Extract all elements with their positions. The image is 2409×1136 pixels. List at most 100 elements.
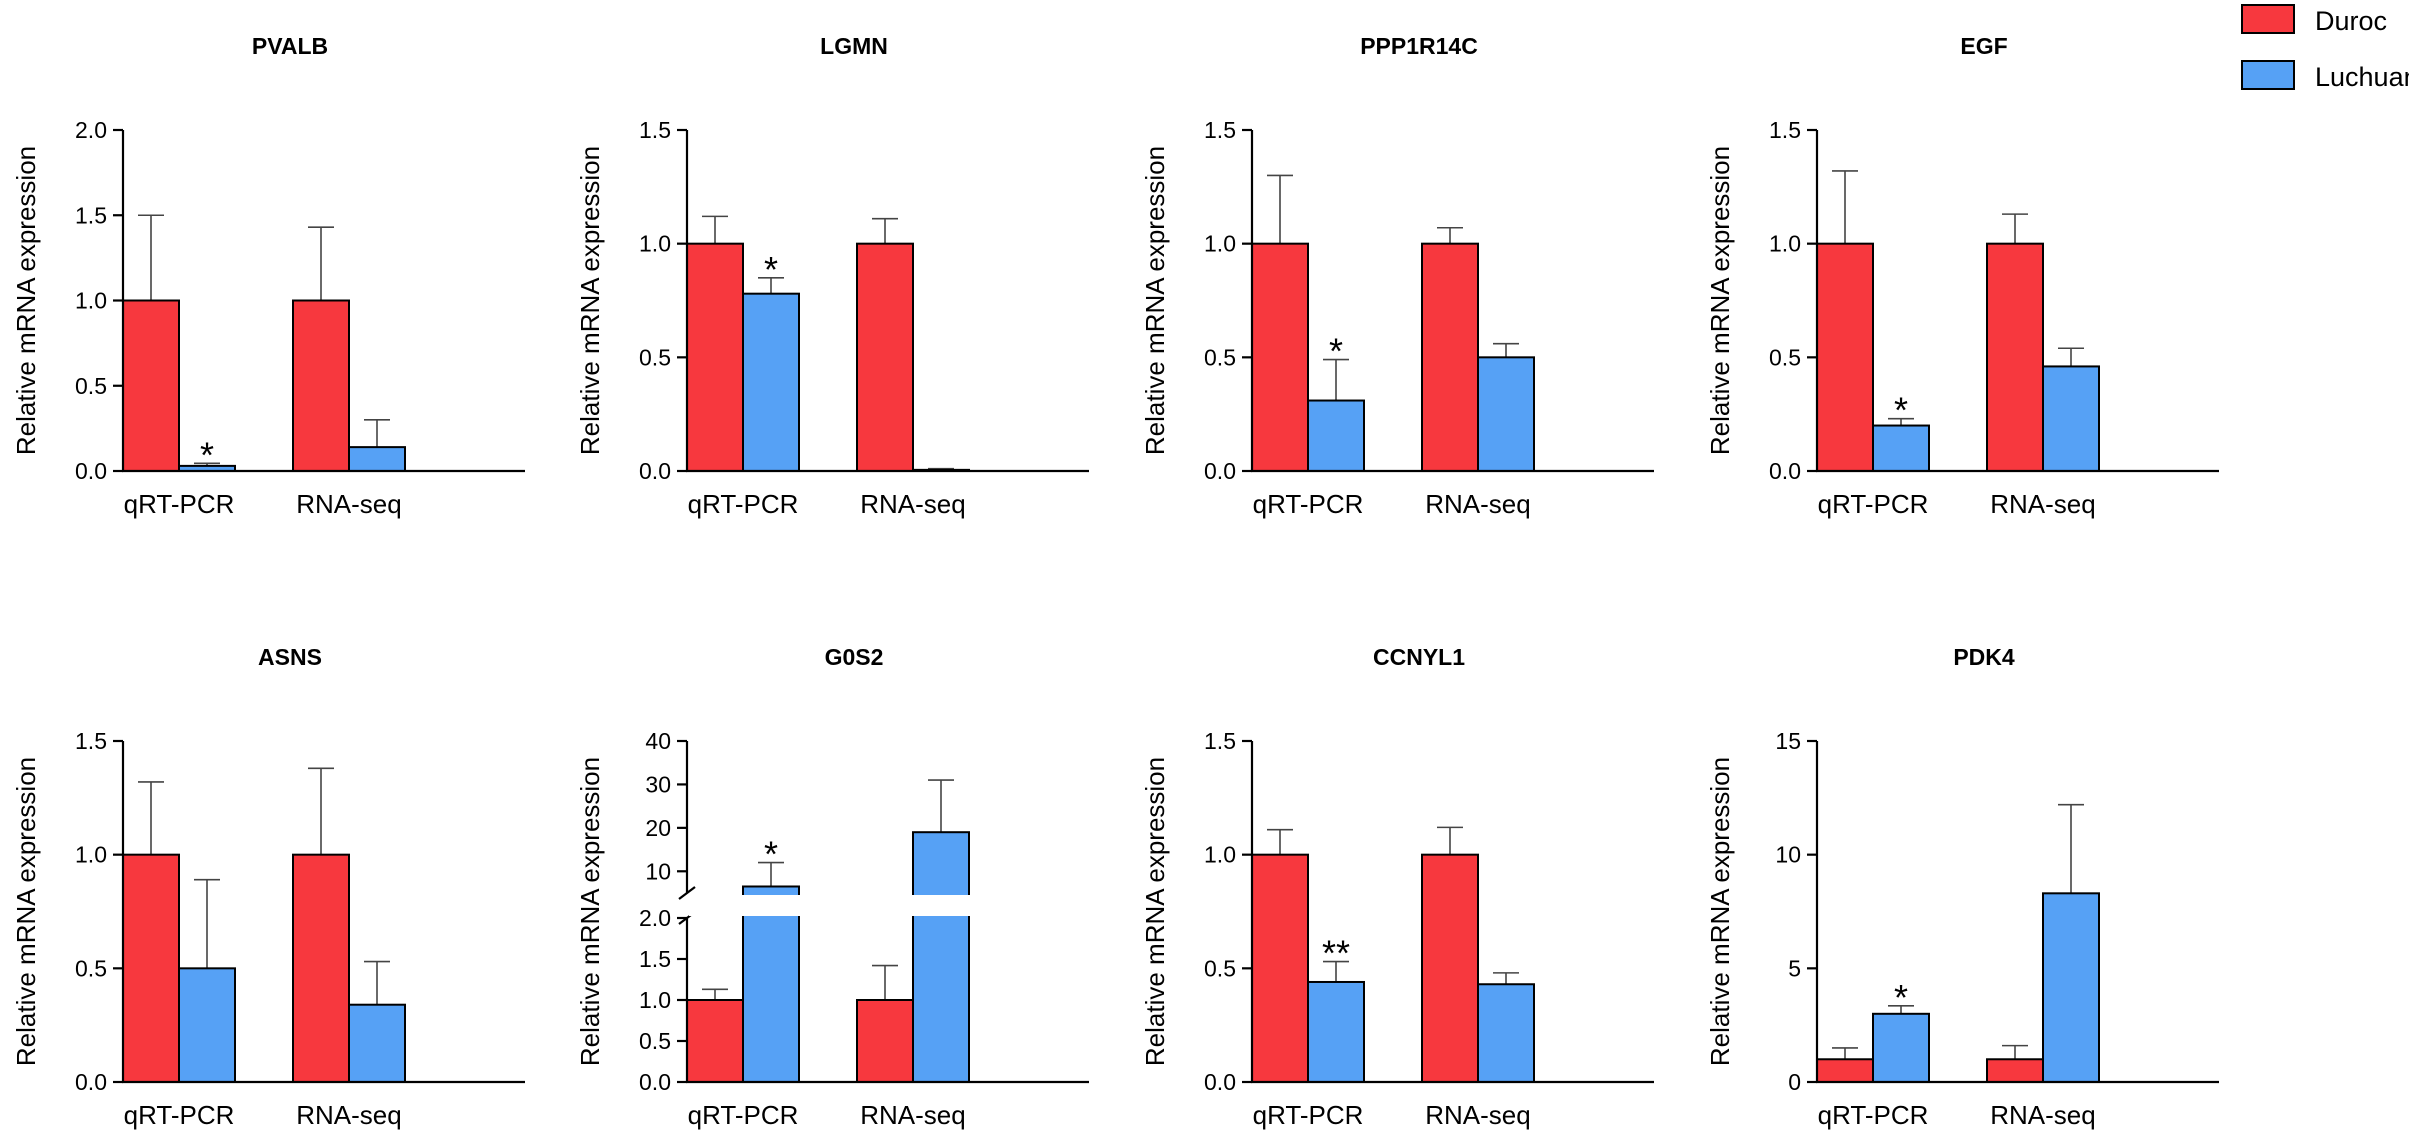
x-tick-label: RNA-seq [1425,489,1530,519]
y-tick-label: 20 [645,815,671,841]
x-tick-label: qRT-PCR [688,1100,799,1130]
y-tick-label: 15 [1775,728,1801,754]
bar-luchuan-qrt-pcr [742,292,800,472]
y-tick-label: 0.0 [1204,458,1236,484]
panel-egf: EGF Relative mRNA expression * qRT-PCR RNA-s… [1705,33,2219,519]
y-tick-label: 0.0 [639,1069,671,1095]
y-tick-label: 30 [645,771,671,797]
y-tick-label: 5 [1788,955,1801,981]
bar-duroc-rna-seq [1986,1058,2044,1084]
bar-luchuan-rna-seq [2042,365,2100,472]
x-tick-label: RNA-seq [1990,489,2095,519]
y-tick-label: 0 [1788,1069,1801,1095]
y-tick-label: 10 [1775,842,1801,868]
significance-marker: * [1894,390,1908,431]
y-tick-label: 0.5 [75,373,107,399]
panel-ppp1r14c: PPP1R14C Relative mRNA expression * qRT-PCR… [1140,33,1654,519]
y-tick-label: 0.0 [639,458,671,484]
y-tick-label: 1.0 [75,842,107,868]
bar-duroc-rna-seq [292,299,350,472]
panel-title: PDK4 [1953,644,2015,670]
x-tick-label: RNA-seq [296,1100,401,1130]
bar-luchuan-rna-seq [2042,892,2100,1084]
panel-title: LGMN [820,33,888,59]
significance-marker: * [764,249,778,290]
bar-luchuan-qrt-pcr [1307,980,1365,1083]
x-tick-label: RNA-seq [1425,1100,1530,1130]
y-tick-label: 0.5 [1204,344,1236,370]
y-tick-label: 40 [645,728,671,754]
panel-title: EGF [1960,33,2007,59]
y-tick-label: 2.0 [639,905,671,931]
x-tick-label: qRT-PCR [1818,1100,1929,1130]
y-tick-label: 1.0 [1769,231,1801,257]
bar-luchuan-qrt-pcr [178,967,236,1083]
significance-marker: * [764,834,778,875]
y-tick-label: 1.0 [639,987,671,1013]
bar-duroc-rna-seq [1986,242,2044,472]
x-tick-label: qRT-PCR [124,489,235,519]
bar-duroc-rna-seq [856,999,914,1083]
bar-luchuan-rna-seq [348,446,406,473]
panel-title: G0S2 [825,644,884,670]
y-tick-label: 1.5 [639,946,671,972]
panel-title: ASNS [258,644,322,670]
y-tick-label: 0.0 [1204,1069,1236,1095]
bar-duroc-qrt-pcr [122,299,180,472]
bar-luchuan-qrt-pcr [1872,424,1930,472]
panel-pdk4: PDK4 Relative mRNA expression * qRT-PCR RNA-… [1705,644,2219,1130]
panel-g0s2: G0S2 Relative mRNA expression * qRT-PCR RNA-… [575,644,1089,1130]
significance-marker: * [200,434,214,475]
bar-duroc-rna-seq [292,853,350,1084]
legend-label-luchuan: Luchuan [2315,62,2409,92]
y-tick-label: 1.0 [1204,842,1236,868]
y-tick-label: 0.5 [1204,955,1236,981]
y-tick-label: 2.0 [75,117,107,143]
legend: Duroc Luchuan [2241,4,2409,92]
y-tick-label: 1.5 [639,117,671,143]
x-tick-label: qRT-PCR [1818,489,1929,519]
y-tick-label: 0.5 [639,1028,671,1054]
x-tick-label: RNA-seq [860,489,965,519]
y-tick-label: 1.5 [75,728,107,754]
y-axis-label: Relative mRNA expression [575,146,605,455]
y-axis-label: Relative mRNA expression [11,757,41,1066]
legend-label-duroc: Duroc [2315,6,2387,36]
bar-duroc-qrt-pcr [1816,242,1874,472]
y-tick-label: 0.5 [1769,344,1801,370]
panel-ccnyl1: CCNYL1 Relative mRNA expression ** qRT-PCR R… [1140,644,1654,1130]
legend-swatch-luchuan [2241,60,2295,90]
y-tick-label: 1.0 [639,231,671,257]
significance-marker: ** [1322,933,1350,974]
y-axis-label: Relative mRNA expression [1705,757,1735,1066]
y-tick-label: 0.0 [75,458,107,484]
panel-title: PPP1R14C [1360,33,1478,59]
x-tick-label: RNA-seq [860,1100,965,1130]
bar-luchuan-qrt-pcr [742,885,800,1083]
bar-duroc-qrt-pcr [686,242,744,472]
y-tick-label: 1.5 [1769,117,1801,143]
panel-lgmn: LGMN Relative mRNA expression * qRT-PCR RNA-… [575,33,1089,519]
significance-marker: * [1894,977,1908,1018]
x-tick-label: qRT-PCR [1253,1100,1364,1130]
x-tick-label: qRT-PCR [124,1100,235,1130]
bar-luchuan-rna-seq [348,1003,406,1083]
x-tick-label: RNA-seq [1990,1100,2095,1130]
y-axis-label: Relative mRNA expression [11,146,41,455]
bar-duroc-rna-seq [1421,242,1479,472]
y-tick-label: 1.0 [1204,231,1236,257]
bar-luchuan-rna-seq [1477,983,1535,1083]
panel-title: PVALB [252,33,328,59]
bar-duroc-qrt-pcr [1816,1058,1874,1084]
panel-pvalb: PVALB Relative mRNA expression * qRT-PCR RNA… [11,33,525,519]
y-tick-label: 0.0 [1769,458,1801,484]
panel-asns: ASNS Relative mRNA expression qRT-PCR RNA-s… [11,644,525,1130]
y-tick-label: 1.0 [75,288,107,314]
bar-duroc-qrt-pcr [686,999,744,1083]
y-axis-label: Relative mRNA expression [575,757,605,1066]
x-tick-label: RNA-seq [296,489,401,519]
axis-break-gap [689,895,1087,916]
x-tick-label: qRT-PCR [688,489,799,519]
panel-title: CCNYL1 [1373,644,1465,670]
y-axis-label: Relative mRNA expression [1705,146,1735,455]
